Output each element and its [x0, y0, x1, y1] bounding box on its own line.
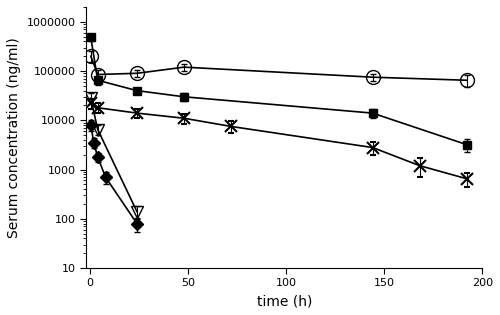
- Y-axis label: Serum concentration (ng/ml): Serum concentration (ng/ml): [7, 37, 21, 238]
- X-axis label: time (h): time (h): [256, 294, 312, 308]
